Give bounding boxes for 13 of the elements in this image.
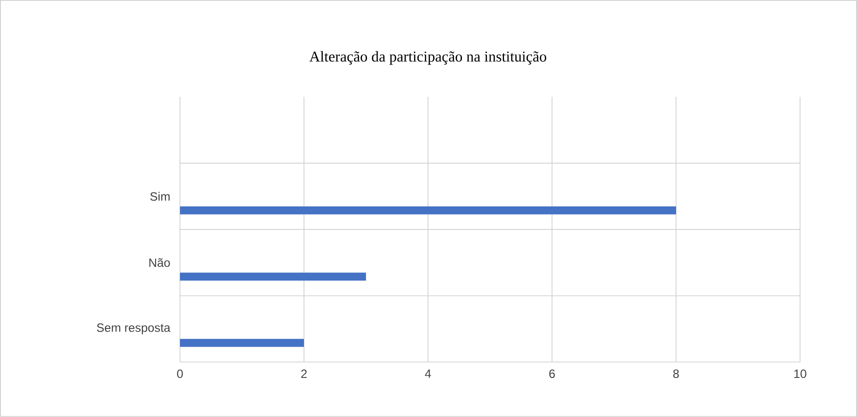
x-tick-label: 2 (301, 370, 307, 378)
bar (180, 338, 304, 347)
x-tick-label: 10 (794, 370, 806, 378)
y-tick-label: Sim (150, 192, 170, 201)
y-tick-label: Não (149, 258, 170, 267)
x-tick-label: 6 (549, 370, 555, 378)
x-tick-label: 0 (177, 370, 183, 378)
y-tick-label: Sem resposta (96, 323, 170, 334)
x-tick-label: 4 (424, 370, 431, 378)
x-tick-label: 8 (673, 370, 679, 378)
chart-title: Alteração da participação na instituição (309, 51, 546, 65)
bar (180, 272, 366, 281)
bar (180, 206, 676, 214)
